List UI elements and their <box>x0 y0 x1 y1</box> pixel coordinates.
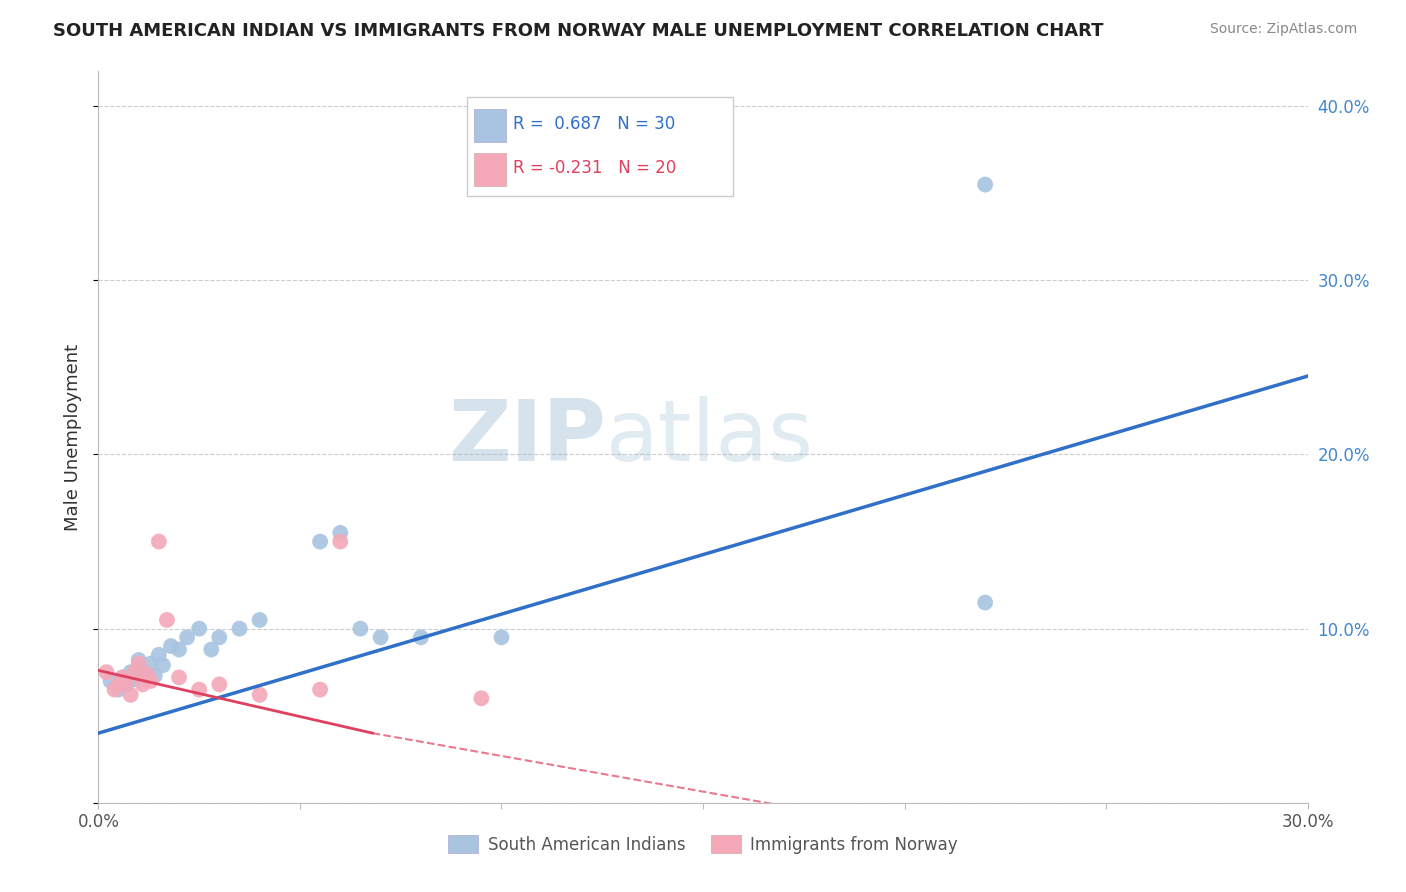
Point <box>208 677 231 691</box>
Point <box>370 631 392 645</box>
Point <box>111 670 134 684</box>
Point <box>470 691 492 706</box>
Point <box>111 670 134 684</box>
Point <box>974 595 997 609</box>
Point <box>329 534 352 549</box>
Point <box>329 525 352 540</box>
Point <box>107 682 129 697</box>
Point <box>188 622 211 636</box>
Point <box>115 673 138 688</box>
Point <box>132 677 155 691</box>
Text: R =  0.687   N = 30: R = 0.687 N = 30 <box>513 115 675 133</box>
Text: atlas: atlas <box>606 395 814 479</box>
Text: SOUTH AMERICAN INDIAN VS IMMIGRANTS FROM NORWAY MALE UNEMPLOYMENT CORRELATION CH: SOUTH AMERICAN INDIAN VS IMMIGRANTS FROM… <box>53 22 1104 40</box>
Point <box>135 667 157 681</box>
Point <box>139 657 162 671</box>
Point <box>128 660 150 674</box>
Point <box>124 672 146 686</box>
Text: ZIP: ZIP <box>449 395 606 479</box>
Point <box>128 653 150 667</box>
Point <box>115 677 138 691</box>
Point <box>208 631 231 645</box>
Point <box>228 622 250 636</box>
Point <box>148 648 170 662</box>
Point <box>107 677 129 691</box>
Point <box>349 622 371 636</box>
FancyBboxPatch shape <box>474 153 506 186</box>
Point <box>409 631 432 645</box>
Point <box>491 631 513 645</box>
Point <box>249 688 271 702</box>
Point <box>120 688 142 702</box>
Point <box>139 673 162 688</box>
Point <box>135 667 157 681</box>
Point <box>156 613 179 627</box>
Point <box>974 178 997 192</box>
Point <box>309 682 332 697</box>
Point <box>167 670 190 684</box>
Point <box>176 631 198 645</box>
Text: R = -0.231   N = 20: R = -0.231 N = 20 <box>513 159 676 177</box>
Point <box>249 613 271 627</box>
FancyBboxPatch shape <box>467 97 734 195</box>
Point <box>167 642 190 657</box>
Point <box>128 657 150 671</box>
Legend: South American Indians, Immigrants from Norway: South American Indians, Immigrants from … <box>441 829 965 860</box>
Point <box>152 658 174 673</box>
Point <box>309 534 332 549</box>
Text: Source: ZipAtlas.com: Source: ZipAtlas.com <box>1209 22 1357 37</box>
Point <box>160 639 183 653</box>
Point <box>148 534 170 549</box>
Point <box>143 668 166 682</box>
Point <box>188 682 211 697</box>
Point <box>100 673 122 688</box>
Y-axis label: Male Unemployment: Male Unemployment <box>65 343 83 531</box>
Point <box>124 665 146 680</box>
FancyBboxPatch shape <box>474 109 506 143</box>
Point <box>200 642 222 657</box>
Point <box>132 664 155 678</box>
Point <box>120 665 142 680</box>
Point <box>103 682 125 697</box>
Point <box>96 665 118 680</box>
